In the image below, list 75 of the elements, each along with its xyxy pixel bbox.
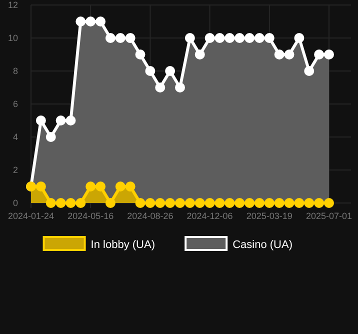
point — [36, 116, 46, 126]
point — [175, 198, 185, 208]
point — [155, 198, 166, 208]
point — [284, 50, 294, 60]
point — [46, 198, 56, 208]
point — [254, 198, 264, 208]
point — [324, 50, 334, 60]
point — [105, 198, 116, 208]
point — [224, 198, 235, 208]
point — [294, 198, 304, 208]
point — [115, 33, 126, 43]
y-tick-label: 4 — [12, 132, 18, 142]
point — [194, 198, 205, 208]
point — [115, 182, 126, 192]
point — [46, 132, 56, 142]
y-tick-label: 0 — [12, 198, 18, 208]
point — [86, 16, 96, 26]
point — [145, 198, 156, 208]
point — [175, 82, 185, 92]
point — [234, 198, 245, 208]
point — [214, 198, 225, 208]
point — [125, 33, 136, 43]
x-tick-label: 2024-05-16 — [68, 211, 114, 221]
y-tick-label: 10 — [8, 33, 18, 43]
point — [244, 198, 255, 208]
point — [56, 116, 66, 126]
point — [76, 198, 86, 208]
point — [96, 16, 106, 26]
point — [155, 82, 166, 92]
point — [304, 198, 314, 208]
point — [264, 198, 274, 208]
point — [194, 50, 205, 60]
point — [145, 66, 156, 76]
x-tick-label: 2025-07-01 — [306, 211, 352, 221]
point — [36, 182, 46, 192]
y-tick-label: 12 — [8, 0, 18, 10]
x-tick-label: 2024-12-06 — [186, 211, 233, 221]
legend-label: Casino (UA) — [232, 239, 293, 251]
point — [66, 198, 76, 208]
point — [274, 198, 284, 208]
point — [324, 198, 334, 208]
x-tick-label: 2024-01-24 — [8, 211, 54, 221]
y-tick-label: 6 — [12, 99, 18, 109]
x-tick-label: 2025-03-19 — [246, 211, 292, 221]
point — [56, 198, 66, 208]
point — [204, 33, 215, 43]
point — [86, 182, 96, 192]
point — [314, 198, 324, 208]
point — [135, 50, 146, 60]
point — [254, 33, 264, 43]
point — [244, 33, 255, 43]
point — [165, 198, 176, 208]
point — [294, 33, 304, 43]
point — [125, 182, 136, 192]
x-tick-label: 2024-08-26 — [127, 211, 174, 221]
point — [314, 50, 324, 60]
point — [284, 198, 294, 208]
point — [214, 33, 225, 43]
legend-label: In lobby (UA) — [90, 239, 156, 251]
point — [234, 33, 245, 43]
point — [304, 66, 314, 76]
point — [66, 116, 76, 126]
point — [184, 33, 195, 43]
point — [204, 198, 215, 208]
point — [96, 182, 106, 192]
point — [264, 33, 274, 43]
y-tick-label: 8 — [12, 66, 18, 76]
point — [224, 33, 235, 43]
point — [184, 198, 195, 208]
point — [135, 198, 146, 208]
point — [165, 66, 176, 76]
y-tick-label: 2 — [12, 165, 18, 175]
point — [105, 33, 116, 43]
point — [76, 16, 86, 26]
point — [274, 50, 284, 60]
